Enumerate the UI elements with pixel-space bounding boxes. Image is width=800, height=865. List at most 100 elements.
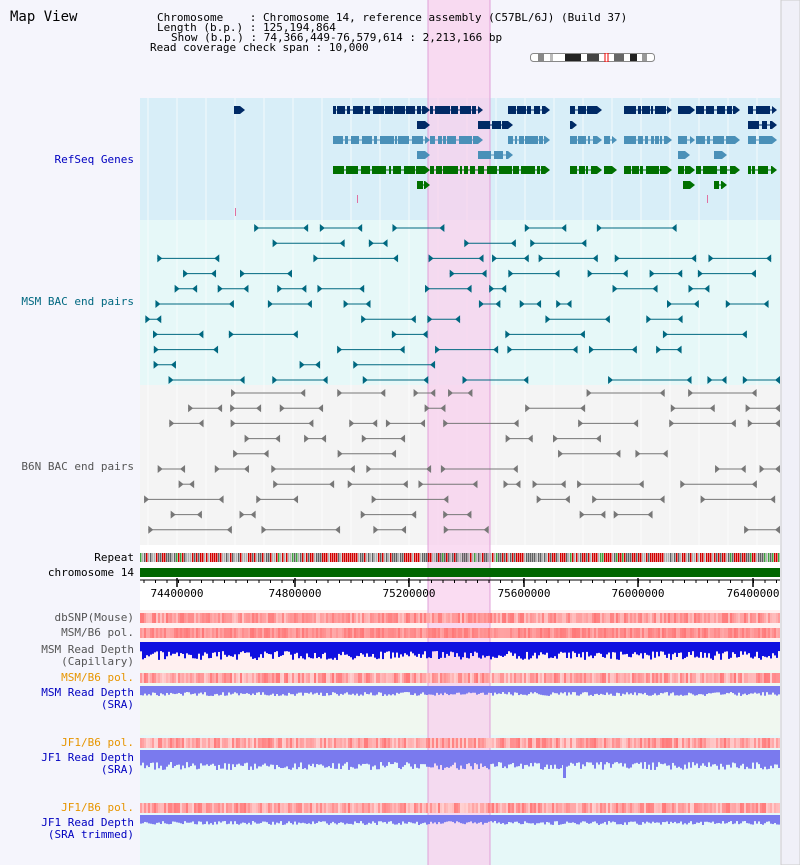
pol-heat-cell — [714, 628, 716, 638]
pol-heat-cell — [668, 803, 670, 813]
gene-strand-arrow — [690, 181, 695, 189]
repeat-mark — [580, 553, 582, 562]
pol-heat-cell — [638, 673, 640, 683]
track-label-msm-pol[interactable]: MSM/B6 pol. — [61, 626, 134, 639]
repeat-mark — [324, 553, 326, 562]
pol-heat-cell — [446, 613, 448, 623]
pol-heat-cell — [602, 738, 604, 748]
read-depth-bar — [346, 750, 348, 763]
b6n-bac-end — [360, 510, 366, 519]
track-label-refseq[interactable]: RefSeq Genes — [54, 153, 134, 166]
read-depth-bar — [282, 642, 284, 656]
pol-heat-cell — [476, 673, 478, 683]
repeat-mark — [162, 553, 164, 562]
pol-heat-cell — [492, 673, 494, 683]
msm-bac-end — [742, 376, 748, 384]
read-depth-bar — [312, 815, 314, 822]
read-depth-bar — [412, 750, 414, 769]
read-depth-bar — [766, 686, 768, 693]
track-label-msm-bac[interactable]: MSM BAC end pairs — [21, 295, 134, 308]
read-depth-bar — [554, 686, 556, 694]
pol-heat-cell — [428, 613, 430, 623]
read-depth-bar — [728, 686, 730, 694]
read-depth-bar — [540, 642, 542, 653]
pol-heat-cell — [462, 628, 464, 638]
pol-heat-cell — [740, 673, 742, 683]
gene-exon — [655, 136, 659, 144]
gene-exon — [346, 166, 358, 174]
read-depth-bar — [444, 686, 446, 693]
read-depth-bar — [632, 750, 634, 765]
gene-exon — [395, 136, 397, 144]
pol-heat-cell — [568, 738, 570, 748]
repeat-mark — [620, 553, 622, 562]
length-value: 125,194,864 — [262, 21, 336, 34]
pol-heat-cell — [574, 738, 576, 748]
pol-heat-cell — [244, 613, 246, 623]
read-depth-bar — [504, 815, 506, 825]
msm-bac-end — [741, 330, 747, 339]
track-label-b6n-bac[interactable]: B6N BAC end pairs — [21, 460, 134, 473]
pol-heat-cell — [338, 803, 340, 813]
pol-heat-cell — [684, 803, 686, 813]
pol-heat-cell — [614, 738, 616, 748]
track-label-jf1-depth-trimmed[interactable]: JF1 Read Depth — [41, 816, 134, 829]
read-depth-bar — [196, 686, 198, 696]
read-depth-bar — [516, 815, 518, 822]
repeat-mark — [226, 553, 228, 562]
repeat-mark — [390, 553, 392, 562]
gene-strand-arrow — [425, 136, 430, 144]
read-depth-bar — [412, 686, 414, 696]
pol-heat-cell — [474, 803, 476, 813]
pol-heat-cell — [426, 738, 428, 748]
track-label-jf1-depth-sra[interactable]: JF1 Read Depth — [41, 751, 134, 764]
pol-heat-cell — [404, 613, 406, 623]
track-label-chromosome[interactable]: chromosome 14 — [47, 566, 134, 579]
track-label-msm-pol-2[interactable]: MSM/B6 pol. — [61, 671, 134, 684]
msm-bac-end — [612, 284, 618, 293]
track-label-jf1-pol[interactable]: JF1/B6 pol. — [61, 736, 134, 749]
pol-heat-cell — [264, 673, 266, 683]
pol-heat-cell — [276, 673, 278, 683]
track-label-jf1-pol-2[interactable]: JF1/B6 pol. — [61, 801, 134, 814]
pol-heat-cell — [366, 613, 368, 623]
read-depth-bar — [704, 815, 706, 822]
read-depth-bar — [248, 642, 250, 653]
pol-heat-cell — [272, 803, 274, 813]
pol-heat-cell — [698, 613, 700, 623]
pol-heat-cell — [654, 738, 656, 748]
track-label-msm-depth-capillary[interactable]: MSM Read Depth — [41, 643, 134, 656]
read-depth-bar — [154, 686, 156, 693]
pol-heat-cell — [184, 628, 186, 638]
gene-exon — [638, 136, 643, 144]
pol-heat-cell — [430, 613, 432, 623]
pol-heat-cell — [710, 803, 712, 813]
repeat-mark — [672, 553, 674, 562]
pol-heat-cell — [584, 628, 586, 638]
track-label-repeat[interactable]: Repeat — [94, 551, 134, 564]
pol-heat-cell — [680, 613, 682, 623]
pol-heat-cell — [416, 673, 418, 683]
read-depth-bar — [172, 686, 174, 694]
track-label-dbsnp[interactable]: dbSNP(Mouse) — [54, 611, 134, 624]
pol-heat-cell — [398, 803, 400, 813]
read-depth-bar — [744, 642, 746, 652]
read-depth-bar — [542, 750, 544, 770]
track-label-msm-depth-sra[interactable]: MSM Read Depth — [41, 686, 134, 699]
read-depth-bar — [646, 750, 648, 770]
repeat-mark — [668, 553, 670, 562]
pol-heat-cell — [292, 613, 294, 623]
read-depth-bar — [326, 815, 328, 824]
read-depth-bar — [684, 686, 686, 696]
read-depth-bar — [246, 750, 248, 763]
repeat-mark — [732, 553, 734, 562]
pol-heat-cell — [170, 803, 172, 813]
read-depth-bar — [230, 815, 232, 822]
read-depth-bar — [560, 750, 562, 769]
read-depth-bar — [750, 815, 752, 825]
chromosome-ideogram[interactable] — [530, 53, 655, 62]
pol-heat-cell — [564, 628, 566, 638]
pol-heat-cell — [328, 803, 330, 813]
read-depth-bar — [244, 815, 246, 823]
